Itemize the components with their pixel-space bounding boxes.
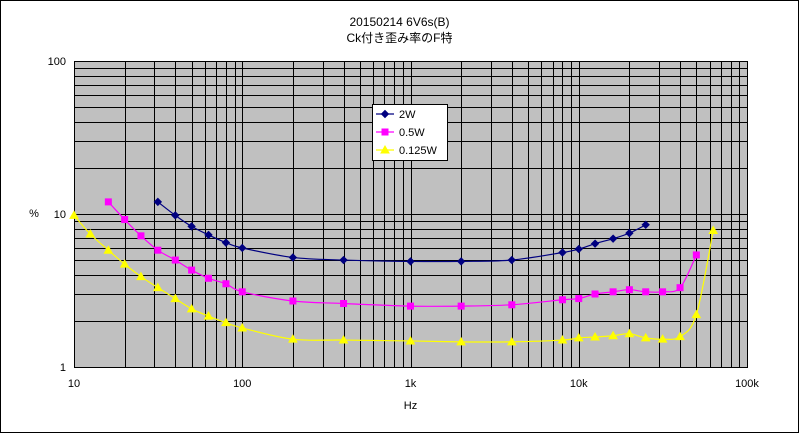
data-point-series-0 bbox=[641, 220, 650, 230]
data-point-series-0 bbox=[339, 255, 348, 265]
data-point-series-2 bbox=[640, 332, 651, 342]
x-tick-label: 100k bbox=[735, 378, 759, 390]
data-point-series-0 bbox=[171, 211, 180, 220]
data-point-series-0 bbox=[288, 253, 298, 262]
x-tick-label: 10 bbox=[68, 378, 80, 390]
data-point-series-0 bbox=[507, 255, 517, 265]
data-point-series-1 bbox=[289, 297, 297, 305]
y-axis-label: % bbox=[29, 208, 39, 220]
data-point-series-0 bbox=[590, 239, 600, 248]
data-point-series-1 bbox=[625, 286, 633, 294]
data-point-series-1 bbox=[154, 246, 162, 254]
x-axis-label: Hz bbox=[404, 400, 417, 412]
data-point-series-1 bbox=[340, 300, 348, 308]
data-point-series-2 bbox=[557, 335, 568, 344]
data-point-series-2 bbox=[85, 228, 96, 238]
chart-subtitle: Ck付き歪み率のF特 bbox=[346, 31, 453, 45]
data-point-series-1 bbox=[575, 295, 583, 303]
data-point-series-2 bbox=[573, 332, 584, 342]
data-point-series-2 bbox=[338, 335, 349, 344]
data-point-series-2 bbox=[186, 303, 197, 313]
data-point-series-0 bbox=[574, 244, 583, 254]
data-point-series-1 bbox=[659, 288, 667, 296]
data-point-series-2 bbox=[69, 210, 79, 219]
chart-title: 20150214 6V6s(B) bbox=[349, 15, 450, 29]
data-point-series-1 bbox=[104, 198, 112, 206]
data-point-series-2 bbox=[456, 336, 467, 346]
data-point-series-2 bbox=[103, 245, 114, 254]
data-point-series-2 bbox=[152, 282, 163, 292]
data-point-series-1 bbox=[642, 288, 650, 296]
data-point-series-2 bbox=[590, 332, 600, 341]
data-point-series-2 bbox=[506, 336, 517, 346]
data-point-series-0 bbox=[625, 228, 634, 238]
data-point-series-1 bbox=[238, 288, 246, 296]
data-point-series-1 bbox=[508, 301, 516, 309]
x-tick-label: 10k bbox=[570, 378, 588, 390]
data-point-series-2 bbox=[119, 259, 130, 268]
data-point-series-1 bbox=[591, 290, 599, 298]
data-point-series-1 bbox=[457, 302, 465, 310]
legend-label: 2W bbox=[399, 109, 416, 121]
y-tick-label: 10 bbox=[54, 209, 66, 221]
data-point-series-1 bbox=[676, 284, 684, 292]
data-point-series-1 bbox=[171, 256, 179, 264]
data-point-series-1 bbox=[222, 280, 230, 288]
data-point-series-2 bbox=[221, 317, 231, 327]
x-tick-label: 1k bbox=[405, 378, 417, 390]
data-point-series-0 bbox=[558, 248, 567, 257]
data-point-series-2 bbox=[608, 330, 618, 340]
x-tick-label: 100 bbox=[233, 378, 251, 390]
legend-marker bbox=[380, 144, 390, 154]
legend-marker bbox=[380, 109, 390, 119]
data-point-series-0 bbox=[406, 257, 415, 266]
data-point-series-1 bbox=[121, 216, 129, 224]
data-point-series-2 bbox=[203, 311, 214, 320]
data-point-series-1 bbox=[204, 274, 212, 282]
data-point-series-1 bbox=[188, 266, 196, 274]
data-point-series-0 bbox=[153, 197, 163, 207]
legend-marker bbox=[381, 128, 389, 136]
data-point-series-2 bbox=[708, 225, 719, 235]
y-tick-label: 1 bbox=[60, 362, 66, 374]
data-point-series-1 bbox=[558, 296, 566, 304]
data-point-series-0 bbox=[608, 234, 618, 243]
data-point-series-1 bbox=[137, 232, 145, 240]
data-point-series-2 bbox=[170, 293, 181, 303]
data-point-series-0 bbox=[238, 243, 247, 253]
legend-label: 0.125W bbox=[399, 145, 438, 157]
data-point-series-2 bbox=[288, 334, 298, 343]
data-point-series-2 bbox=[675, 331, 685, 341]
data-point-series-1 bbox=[692, 251, 700, 259]
data-point-series-2 bbox=[405, 335, 416, 345]
data-point-series-1 bbox=[609, 288, 617, 296]
data-point-series-2 bbox=[691, 309, 702, 319]
data-point-series-1 bbox=[407, 302, 414, 310]
legend-label: 0.5W bbox=[399, 127, 425, 139]
data-point-series-2 bbox=[237, 322, 248, 332]
data-point-series-0 bbox=[221, 238, 231, 247]
data-point-series-0 bbox=[456, 257, 466, 266]
data-point-series-0 bbox=[204, 230, 213, 240]
y-tick-label: 100 bbox=[48, 56, 66, 68]
data-point-series-2 bbox=[624, 328, 635, 338]
data-point-series-2 bbox=[657, 334, 668, 343]
data-point-series-2 bbox=[136, 271, 146, 281]
data-point-series-0 bbox=[187, 222, 196, 231]
